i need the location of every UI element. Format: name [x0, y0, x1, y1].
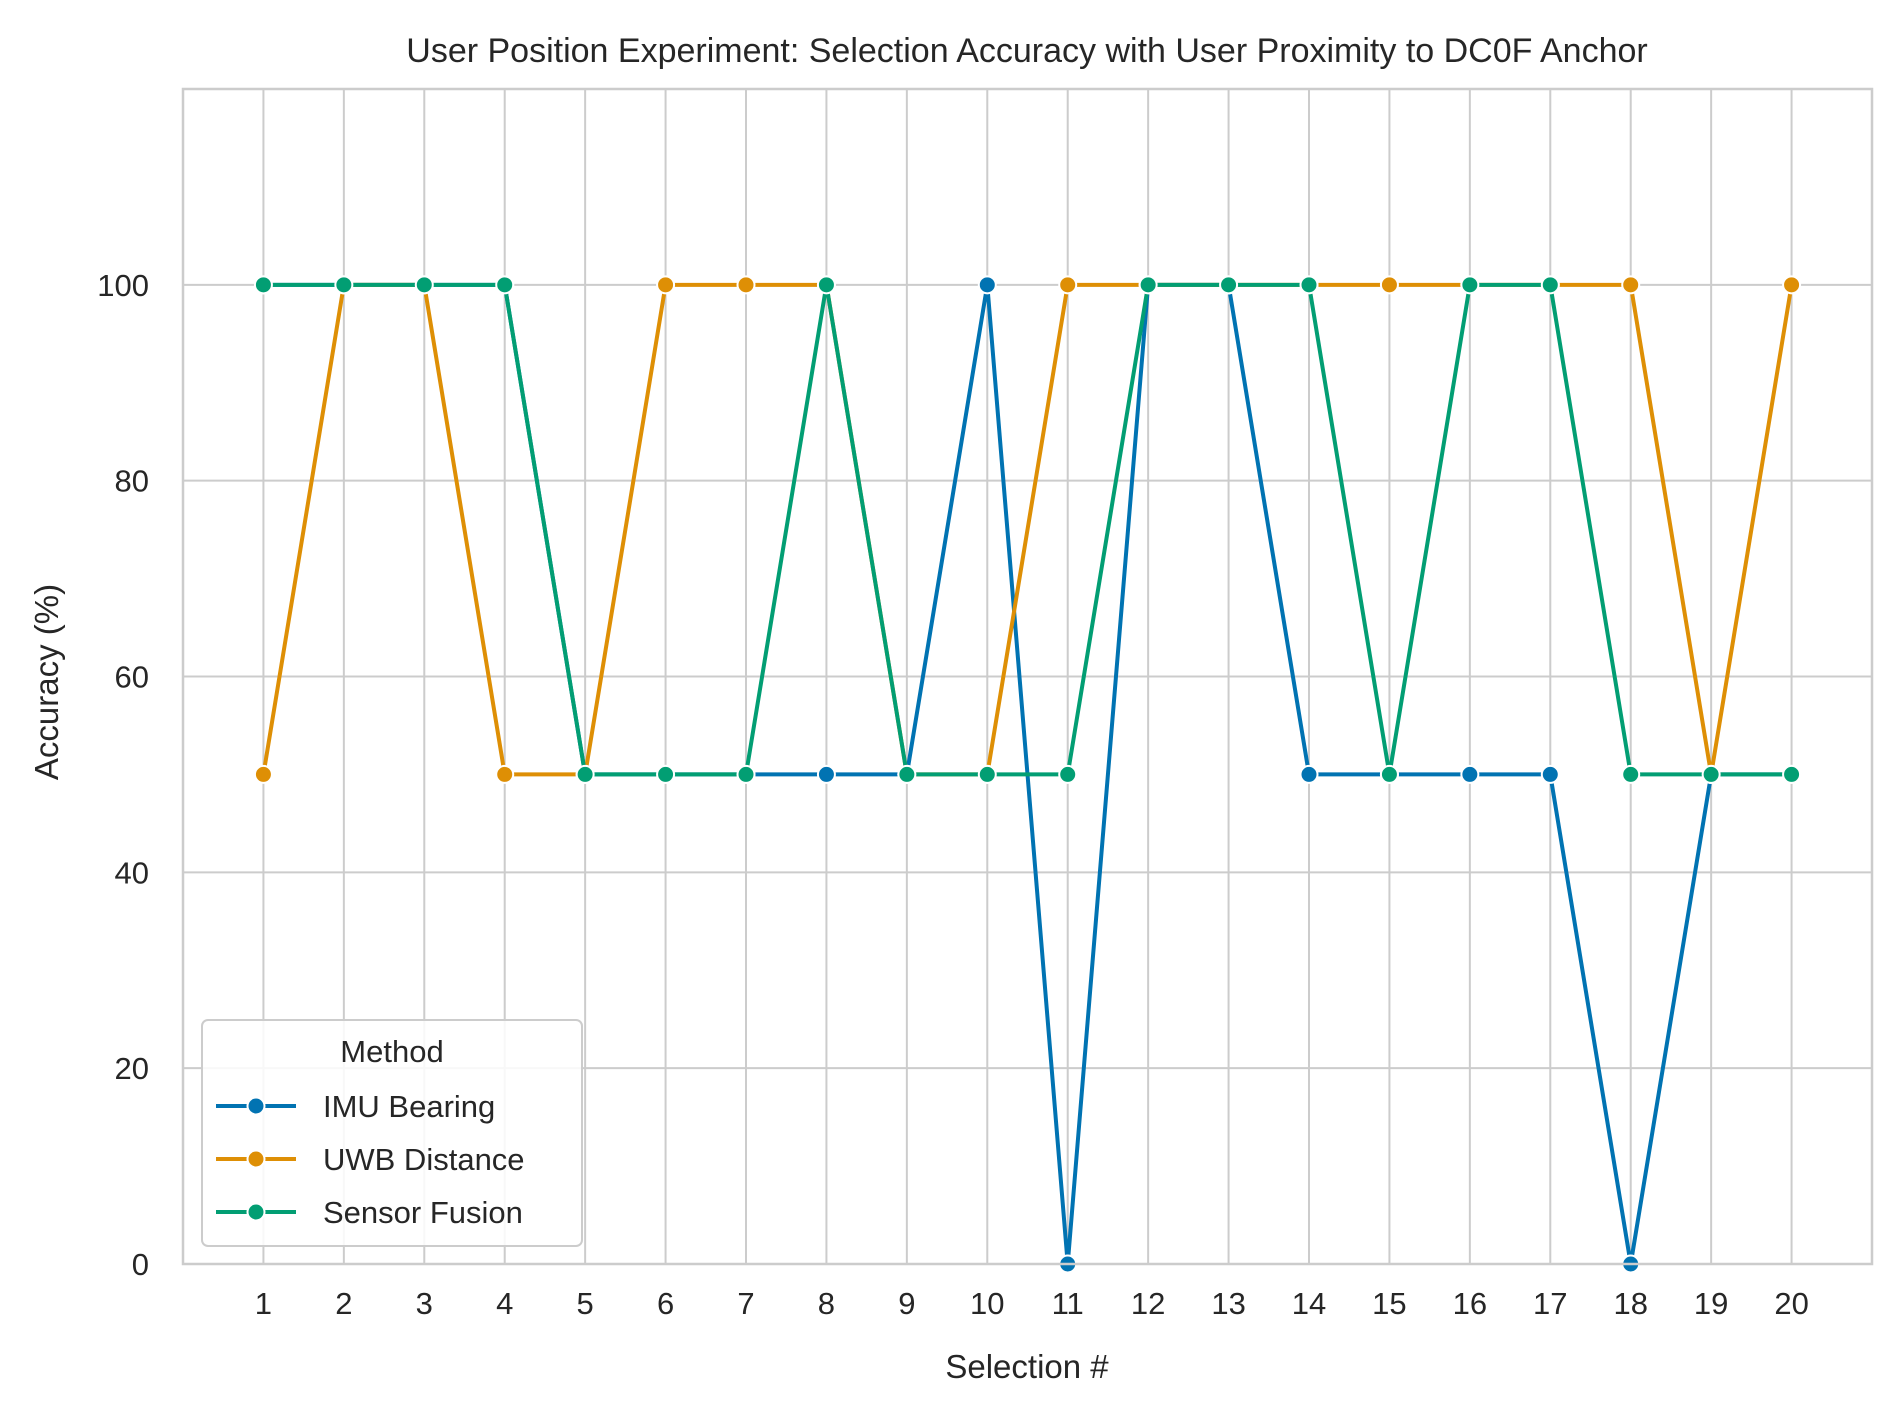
data-point [977, 764, 997, 784]
y-tick-label: 40 [115, 855, 149, 890]
series-line [263, 282, 1792, 777]
x-tick-labels: 1 2 3 4 5 6 7 8 9 10 11 12 13 14 15 16 17 18 19 20 [255, 1286, 1809, 1321]
x-tick-label: 20 [1774, 1286, 1808, 1321]
x-tick-label: 18 [1613, 1286, 1647, 1321]
legend-item: Sensor Fusion [216, 1195, 523, 1230]
y-tick-label: 80 [115, 464, 149, 499]
data-point [1460, 764, 1480, 784]
legend-label: UWB Distance [323, 1142, 525, 1177]
x-tick-label: 8 [818, 1286, 835, 1321]
chart-title: User Position Experiment: Selection Accu… [406, 32, 1647, 70]
data-point [495, 275, 515, 295]
data-point [253, 275, 273, 295]
series-layer [253, 275, 1802, 1274]
data-point [977, 275, 997, 295]
x-tick-label: 11 [1052, 1286, 1084, 1321]
data-point [575, 764, 595, 784]
data-point [1138, 275, 1158, 295]
data-point [1299, 275, 1319, 295]
legend-title: Method [340, 1034, 443, 1069]
data-point [1219, 275, 1239, 295]
legend-marker [246, 1202, 266, 1222]
data-point [1621, 275, 1641, 295]
data-point [1782, 764, 1802, 784]
data-point [1540, 275, 1560, 295]
x-tick-label: 9 [898, 1286, 915, 1321]
x-tick-label: 7 [737, 1286, 754, 1321]
legend-label: IMU Bearing [323, 1089, 495, 1124]
y-tick-label: 100 [97, 268, 149, 303]
data-point [334, 275, 354, 295]
legend-marker [246, 1096, 266, 1116]
x-tick-label: 14 [1292, 1286, 1326, 1321]
data-point [1460, 275, 1480, 295]
y-tick-label: 20 [115, 1051, 149, 1086]
data-point [1621, 764, 1641, 784]
legend: Method IMU Bearing UWB Distance Sensor Fus… [201, 1019, 583, 1247]
x-tick-label: 6 [657, 1286, 674, 1321]
y-tick-label: 60 [115, 660, 149, 695]
x-tick-label: 12 [1131, 1286, 1165, 1321]
data-point [1058, 275, 1078, 295]
data-point [656, 764, 676, 784]
series-sensor-fusion [253, 275, 1802, 784]
x-tick-label: 5 [577, 1286, 594, 1321]
x-tick-label: 4 [496, 1286, 513, 1321]
data-point [1540, 764, 1560, 784]
x-axis-label: Selection # [945, 1348, 1109, 1385]
x-tick-label: 1 [255, 1286, 272, 1321]
data-point [1379, 764, 1399, 784]
legend-marker [246, 1149, 266, 1169]
data-point [736, 275, 756, 295]
data-point [1782, 275, 1802, 295]
plot-frame [181, 87, 1874, 1266]
data-point [1299, 764, 1319, 784]
x-tick-label: 19 [1694, 1286, 1728, 1321]
x-tick-label: 2 [335, 1286, 352, 1321]
data-point [816, 275, 836, 295]
data-point [897, 764, 917, 784]
x-tick-label: 15 [1372, 1286, 1406, 1321]
legend-box [201, 1019, 583, 1247]
data-point [816, 764, 836, 784]
data-point [414, 275, 434, 295]
data-point [656, 275, 676, 295]
legend-item: UWB Distance [216, 1142, 525, 1177]
data-point [253, 764, 273, 784]
x-tick-label: 16 [1453, 1286, 1487, 1321]
data-point [495, 764, 515, 784]
data-point [1058, 764, 1078, 784]
x-tick-label: 13 [1211, 1286, 1245, 1321]
legend-label: Sensor Fusion [323, 1195, 523, 1230]
legend-item: IMU Bearing [216, 1089, 495, 1124]
y-tick-labels: 0 20 40 60 80 100 [97, 268, 149, 1282]
x-tick-label: 10 [970, 1286, 1004, 1321]
data-point [1701, 764, 1721, 784]
data-point [736, 764, 756, 784]
x-tick-label: 3 [416, 1286, 433, 1321]
y-axis-label: Accuracy (%) [28, 584, 65, 780]
x-tick-label: 17 [1533, 1286, 1567, 1321]
y-tick-label: 0 [132, 1247, 149, 1282]
data-point [1379, 275, 1399, 295]
